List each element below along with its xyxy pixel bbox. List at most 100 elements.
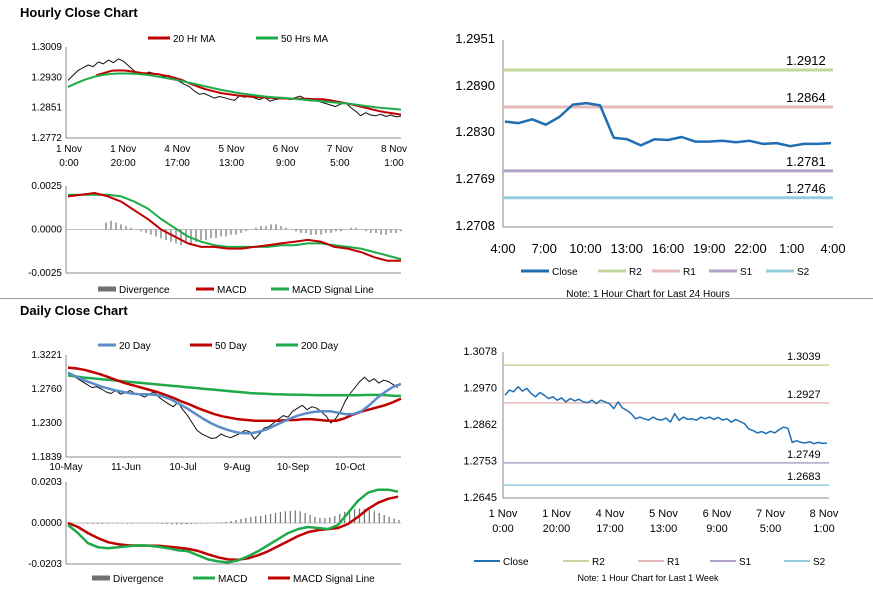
hourly-24h-y-tick-label: 1.2951 — [455, 31, 495, 46]
hourly-macd-signal-legend-label: MACD Signal Line — [292, 285, 374, 296]
hourly-week-y-tick-label: 1.2645 — [463, 492, 497, 504]
daily-section-title: Daily Close Chart — [20, 303, 128, 318]
hourly-week-x-tick-date: 1 Nov — [542, 508, 571, 520]
hourly-24h-x-tick-label: 4:00 — [820, 241, 845, 256]
hourly-macd-y-tick-label: -0.0025 — [28, 268, 62, 279]
hourly-24h-y-tick-label: 1.2708 — [455, 218, 495, 233]
hourly-24h-y-tick-label: 1.2830 — [455, 124, 495, 139]
hourly-24h-x-tick-label: 22:00 — [734, 241, 767, 256]
hourly-price-ma20-legend-label: 20 Hr MA — [173, 34, 216, 45]
daily-macd-line — [67, 488, 399, 564]
hourly-24h-s2-legend-label: S2 — [797, 267, 810, 278]
hourly-24h-close-legend-label: Close — [552, 267, 578, 278]
daily-price-x-tick-label: 10-Oct — [335, 462, 365, 473]
daily-macd-signal-line — [67, 495, 399, 562]
hourly-24h-level-label: 1.2912 — [786, 53, 826, 68]
hourly-price-x-tick-time: 13:00 — [219, 158, 244, 169]
hourly-price-ma50-legend-label: 50 Hrs MA — [281, 34, 329, 45]
daily-price-x-tick-label: 9-Aug — [224, 462, 251, 473]
hourly-macd-divergence-legend-label: Divergence — [119, 285, 170, 296]
hourly-price-y-tick-label: 1.2772 — [31, 133, 62, 144]
hourly-week-y-tick-label: 1.3078 — [463, 346, 497, 358]
hourly-price-y-tick-label: 1.2851 — [31, 103, 62, 114]
daily-price-y-tick-label: 1.1839 — [31, 452, 62, 463]
daily-20day-line — [67, 371, 402, 435]
daily-macd-y-tick-label: -0.0203 — [28, 559, 62, 570]
hourly-price-x-tick-time: 0:00 — [59, 158, 79, 169]
daily-price-x-tick-label: 10-May — [49, 462, 82, 473]
hourly-week-x-tick-date: 6 Nov — [703, 508, 732, 520]
hourly-price-x-tick-time: 20:00 — [111, 158, 136, 169]
daily-price-200day-legend-label: 200 Day — [301, 341, 338, 352]
hourly-week-x-tick-date: 4 Nov — [596, 508, 625, 520]
daily-price-y-tick-label: 1.3221 — [31, 350, 62, 361]
hourly-price-x-tick-date: 7 Nov — [327, 144, 353, 155]
hourly-24h-x-tick-label: 10:00 — [569, 241, 602, 256]
daily-price-y-tick-label: 1.2760 — [31, 384, 62, 395]
hourly-week-x-tick-date: 8 Nov — [810, 508, 839, 520]
daily-macd-macd-legend-label: MACD — [218, 574, 247, 585]
hourly-24h-x-tick-label: 4:00 — [490, 241, 515, 256]
section-divider — [0, 298, 873, 299]
hourly-week-x-tick-time: 17:00 — [596, 523, 624, 535]
daily-price-y-tick-label: 1.2300 — [31, 418, 62, 429]
hourly-24h-x-tick-label: 19:00 — [693, 241, 726, 256]
hourly-24h-level-label: 1.2746 — [786, 181, 826, 196]
hourly-price-x-tick-date: 8 Nov — [381, 144, 407, 155]
hourly-price-x-tick-date: 5 Nov — [218, 144, 244, 155]
hourly-24h-close-line — [504, 101, 832, 148]
hourly-24h-x-tick-label: 1:00 — [779, 241, 804, 256]
hourly-week-x-tick-time: 13:00 — [650, 523, 678, 535]
daily-macd-y-tick-label: 0.0203 — [31, 477, 62, 488]
hourly-price-x-tick-time: 9:00 — [276, 158, 296, 169]
daily-macd-signal-legend-label: MACD Signal Line — [293, 574, 375, 585]
daily-50day-line — [67, 366, 402, 423]
hourly-macd-line — [67, 192, 401, 262]
hourly-week-y-tick-label: 1.2753 — [463, 456, 497, 468]
hourly-24h-level-label: 1.2864 — [786, 90, 826, 105]
daily-macd-divergence-legend-label: Divergence — [113, 574, 164, 585]
hourly-price-y-tick-label: 1.2930 — [31, 72, 62, 83]
hourly-week-x-tick-time: 20:00 — [543, 523, 571, 535]
hourly-price-x-tick-time: 1:00 — [384, 158, 404, 169]
hourly-macd-signal-line — [68, 193, 402, 261]
hourly-week-close-legend-label: Close — [503, 557, 529, 568]
daily-price-x-tick-label: 11-Jun — [111, 462, 141, 473]
hourly-24h-note: Note: 1 Hour Chart for Last 24 Hours — [566, 289, 729, 300]
hourly-price-close-line — [67, 58, 402, 118]
hourly-price-x-tick-time: 17:00 — [165, 158, 190, 169]
hourly-week-r1-legend-label: R1 — [667, 557, 680, 568]
hourly-price-x-tick-date: 6 Nov — [273, 144, 299, 155]
hourly-macd-y-tick-label: 0.0000 — [31, 225, 62, 236]
hourly-week-y-tick-label: 1.2970 — [463, 382, 497, 394]
hourly-24h-x-tick-label: 16:00 — [652, 241, 685, 256]
hourly-week-x-tick-time: 9:00 — [706, 523, 727, 535]
hourly-24h-x-tick-label: 7:00 — [532, 241, 557, 256]
daily-price-20day-legend-label: 20 Day — [119, 341, 151, 352]
hourly-week-s2-legend-label: S2 — [813, 557, 826, 568]
hourly-price-x-tick-time: 5:00 — [330, 158, 350, 169]
daily-price-x-tick-label: 10-Jul — [169, 462, 196, 473]
hourly-24h-x-tick-label: 13:00 — [610, 241, 643, 256]
hourly-price-y-tick-label: 1.3009 — [31, 42, 62, 53]
hourly-price-x-tick-date: 1 Nov — [56, 144, 82, 155]
hourly-week-close-line — [504, 385, 828, 445]
hourly-week-r2-legend-label: R2 — [592, 557, 605, 568]
daily-price-close-line — [67, 371, 399, 440]
hourly-week-y-tick-label: 1.2862 — [463, 419, 497, 431]
hourly-week-x-tick-time: 0:00 — [492, 523, 513, 535]
hourly-24h-r2-legend-label: R2 — [629, 267, 642, 278]
hourly-24h-y-tick-label: 1.2890 — [455, 78, 495, 93]
hourly-price-x-tick-date: 1 Nov — [110, 144, 136, 155]
hourly-macd-macd-legend-label: MACD — [217, 285, 246, 296]
hourly-week-level-label: 1.2749 — [787, 449, 821, 461]
daily-price-x-tick-label: 10-Sep — [277, 462, 310, 473]
hourly-24h-level-label: 1.2781 — [786, 154, 826, 169]
hourly-24h-s1-legend-label: S1 — [740, 267, 753, 278]
hourly-macd-y-tick-label: 0.0025 — [31, 181, 62, 192]
hourly-week-x-tick-time: 1:00 — [813, 523, 834, 535]
hourly-50hr-ma-line — [67, 72, 402, 111]
hourly-week-x-tick-time: 5:00 — [760, 523, 781, 535]
hourly-section-title: Hourly Close Chart — [20, 5, 138, 20]
